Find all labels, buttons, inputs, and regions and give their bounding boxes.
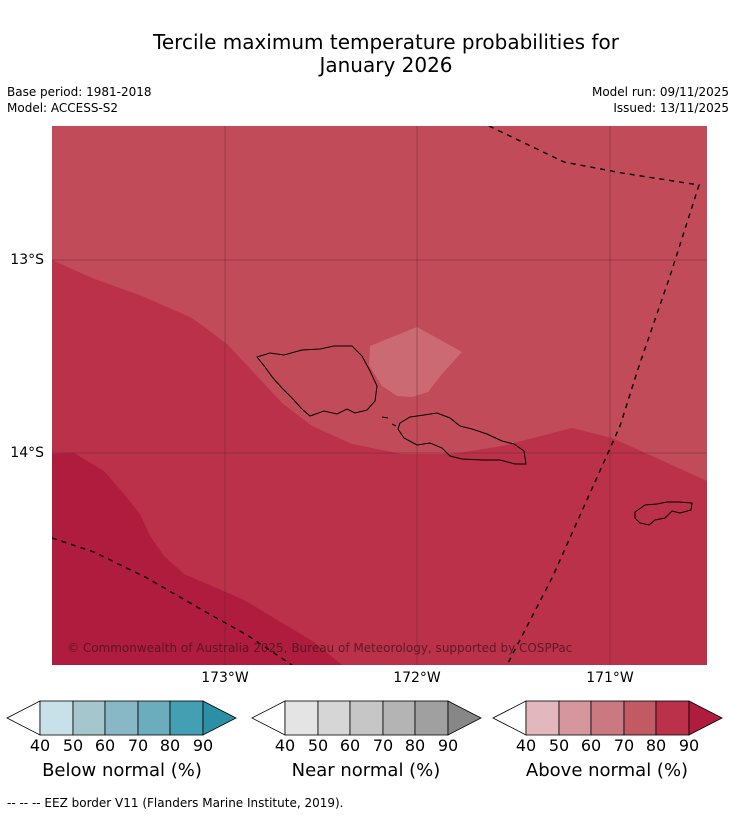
- cbar-above-extend-low: [492, 700, 527, 736]
- lon-label-171w: 171°W: [586, 670, 634, 686]
- cbar-near-tick-50: 50: [307, 736, 329, 755]
- cbar-below-bin-50-60: [72, 700, 106, 736]
- meta-right: Model run: 09/11/2025 Issued: 13/11/2025: [592, 84, 729, 116]
- cbar-near-tick-70: 70: [372, 736, 394, 755]
- eez-footnote: -- -- -- EEZ border V11 (Flanders Marine…: [7, 796, 344, 810]
- lon-label-172w: 172°W: [393, 670, 441, 686]
- cbar-near-extend-high: [447, 700, 482, 736]
- title-line-2: January 2026: [319, 53, 453, 77]
- cbar-below-tick-90: 90: [192, 736, 214, 755]
- cbar-near-tick-60: 60: [339, 736, 361, 755]
- cbar-below-title: Below normal (%): [42, 760, 202, 781]
- cbar-near-tick-80: 80: [404, 736, 426, 755]
- cbar-above-tick-80: 80: [645, 736, 667, 755]
- cbar-near-bin-60-70: [349, 700, 384, 736]
- probability-map: [52, 126, 707, 665]
- cbar-below-tick-70: 70: [127, 736, 149, 755]
- cbar-below-bin-70-80: [137, 700, 171, 736]
- gridlines: [52, 126, 707, 665]
- title-line-1: Tercile maximum temperature probabilitie…: [153, 30, 619, 54]
- lat-label-14s: 14°S: [10, 445, 44, 461]
- model-run: Model run: 09/11/2025: [591, 85, 729, 99]
- cbar-near-bin-40-50: [284, 700, 319, 736]
- meta-left: Base period: 1981-2018 Model: ACCESS-S2: [7, 84, 152, 116]
- copyright-notice: © Commonwealth of Australia 2025, Bureau…: [67, 641, 573, 655]
- cbar-near-extend-low: [251, 700, 286, 736]
- cbar-above-bin-50-60: [558, 700, 592, 736]
- cbar-above-bin-80-90: [655, 700, 690, 736]
- cbar-below-bin-80-90: [169, 700, 204, 736]
- coastlines: [256, 345, 693, 526]
- lat-label-13s: 13°S: [10, 252, 44, 268]
- cbar-above-tick-60: 60: [580, 736, 602, 755]
- cbar-near-bin-50-60: [317, 700, 351, 736]
- cbar-above-title: Above normal (%): [525, 760, 689, 781]
- cbar-below-tick-50: 50: [62, 736, 84, 755]
- colorbar-near-normal: [251, 700, 482, 736]
- region-80-90: [52, 260, 707, 665]
- issued-date: Issued: 13/11/2025: [613, 101, 729, 115]
- cbar-below-extend-high: [202, 700, 237, 736]
- cbar-below-bin-60-70: [104, 700, 139, 736]
- cbar-above-extend-high: [688, 700, 723, 736]
- cbar-below-extend-low: [6, 700, 41, 736]
- cbar-near-title: Near normal (%): [291, 760, 441, 781]
- cbar-below-bin-40-50: [39, 700, 74, 736]
- cbar-below-tick-80: 80: [159, 736, 181, 755]
- cbar-near-tick-40: 40: [274, 736, 296, 755]
- cbar-above-tick-90: 90: [678, 736, 700, 755]
- cbar-above-bin-70-80: [623, 700, 657, 736]
- region-60-70: [369, 327, 462, 397]
- region-90-plus: [52, 453, 342, 665]
- eez-border-east: [488, 126, 700, 665]
- cbar-above-tick-40: 40: [515, 736, 537, 755]
- cbar-near-tick-90: 90: [437, 736, 459, 755]
- cbar-above-tick-70: 70: [613, 736, 635, 755]
- cbar-below-tick-60: 60: [94, 736, 116, 755]
- model-name: Model: ACCESS-S2: [7, 101, 119, 115]
- colorbar-below-normal: [6, 700, 237, 736]
- cbar-above-bin-40-50: [525, 700, 560, 736]
- colorbar-above-normal: [492, 700, 723, 736]
- cbar-near-bin-80-90: [414, 700, 449, 736]
- map-title: Tercile maximum temperature probabilitie…: [0, 31, 736, 77]
- cbar-above-tick-50: 50: [548, 736, 570, 755]
- base-period: Base period: 1981-2018: [7, 85, 152, 99]
- cbar-below-tick-40: 40: [29, 736, 51, 755]
- savaii-island: [397, 412, 527, 465]
- cbar-above-bin-60-70: [590, 700, 625, 736]
- cbar-near-bin-70-80: [382, 700, 416, 736]
- lon-label-173w: 173°W: [201, 670, 249, 686]
- tutuila-island: [634, 501, 693, 526]
- upolu-island: [256, 345, 378, 417]
- eez-borders: [52, 126, 700, 665]
- small-islets: [381, 416, 397, 427]
